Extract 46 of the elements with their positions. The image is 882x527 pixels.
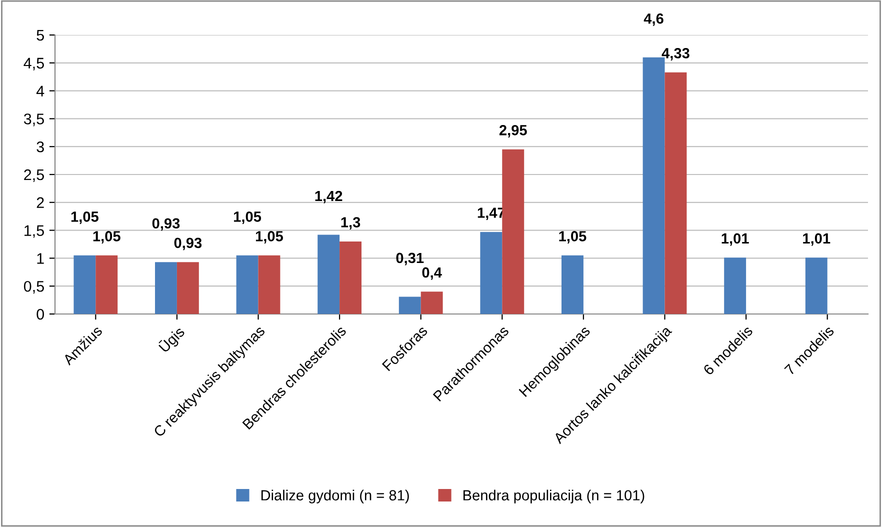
y-tick-label: 0,5 xyxy=(24,280,44,294)
data-label: 1,01 xyxy=(803,233,830,246)
data-label: 4,33 xyxy=(662,48,690,60)
bar xyxy=(664,72,687,314)
y-tick-label: 2 xyxy=(36,197,44,208)
bar xyxy=(805,258,828,314)
data-label: 1,05 xyxy=(559,231,586,244)
data-label: 1,05 xyxy=(256,231,284,244)
bar xyxy=(340,241,362,314)
bar xyxy=(96,255,118,314)
bar xyxy=(176,262,199,314)
data-label: 1,3 xyxy=(341,217,360,230)
data-label: 1,05 xyxy=(93,231,120,244)
data-label: 0,4 xyxy=(422,267,442,280)
data-label: 0,31 xyxy=(396,252,424,266)
legend-label: Bendra populiacija (n = 101) xyxy=(463,490,644,504)
bar xyxy=(502,149,524,314)
y-tick-label: 1 xyxy=(37,253,44,264)
legend-label: Dialize gydomi (n = 81) xyxy=(261,490,409,504)
data-label: 1,05 xyxy=(71,212,98,224)
bar xyxy=(398,296,421,314)
x-tick-label: Ūgis xyxy=(157,324,188,355)
bar xyxy=(480,232,502,314)
y-tick-label: 3 xyxy=(36,141,44,152)
bar xyxy=(236,255,258,314)
data-label: 1,42 xyxy=(315,190,342,204)
y-tick-label: 2,5 xyxy=(24,169,44,182)
data-label: 0,93 xyxy=(152,218,180,231)
data-label: 2,95 xyxy=(499,125,527,138)
data-label: 1,01 xyxy=(722,233,749,246)
y-tick-label: 5 xyxy=(36,30,44,41)
bar xyxy=(258,255,280,314)
data-label: 4,6 xyxy=(644,13,664,26)
y-tick-label: 3,5 xyxy=(24,114,44,126)
bar xyxy=(562,255,584,314)
data-label: 1,05 xyxy=(234,212,262,224)
bar xyxy=(74,255,96,314)
y-tick-label: 4 xyxy=(36,86,44,96)
bar xyxy=(420,292,443,314)
bar xyxy=(155,262,177,314)
y-tick-label: 4,5 xyxy=(24,58,44,70)
y-tick-label: 1,5 xyxy=(24,225,44,238)
bar xyxy=(318,234,340,314)
bar xyxy=(724,258,746,314)
y-tick-label: 0 xyxy=(36,308,44,320)
data-label: 0,93 xyxy=(174,238,202,250)
